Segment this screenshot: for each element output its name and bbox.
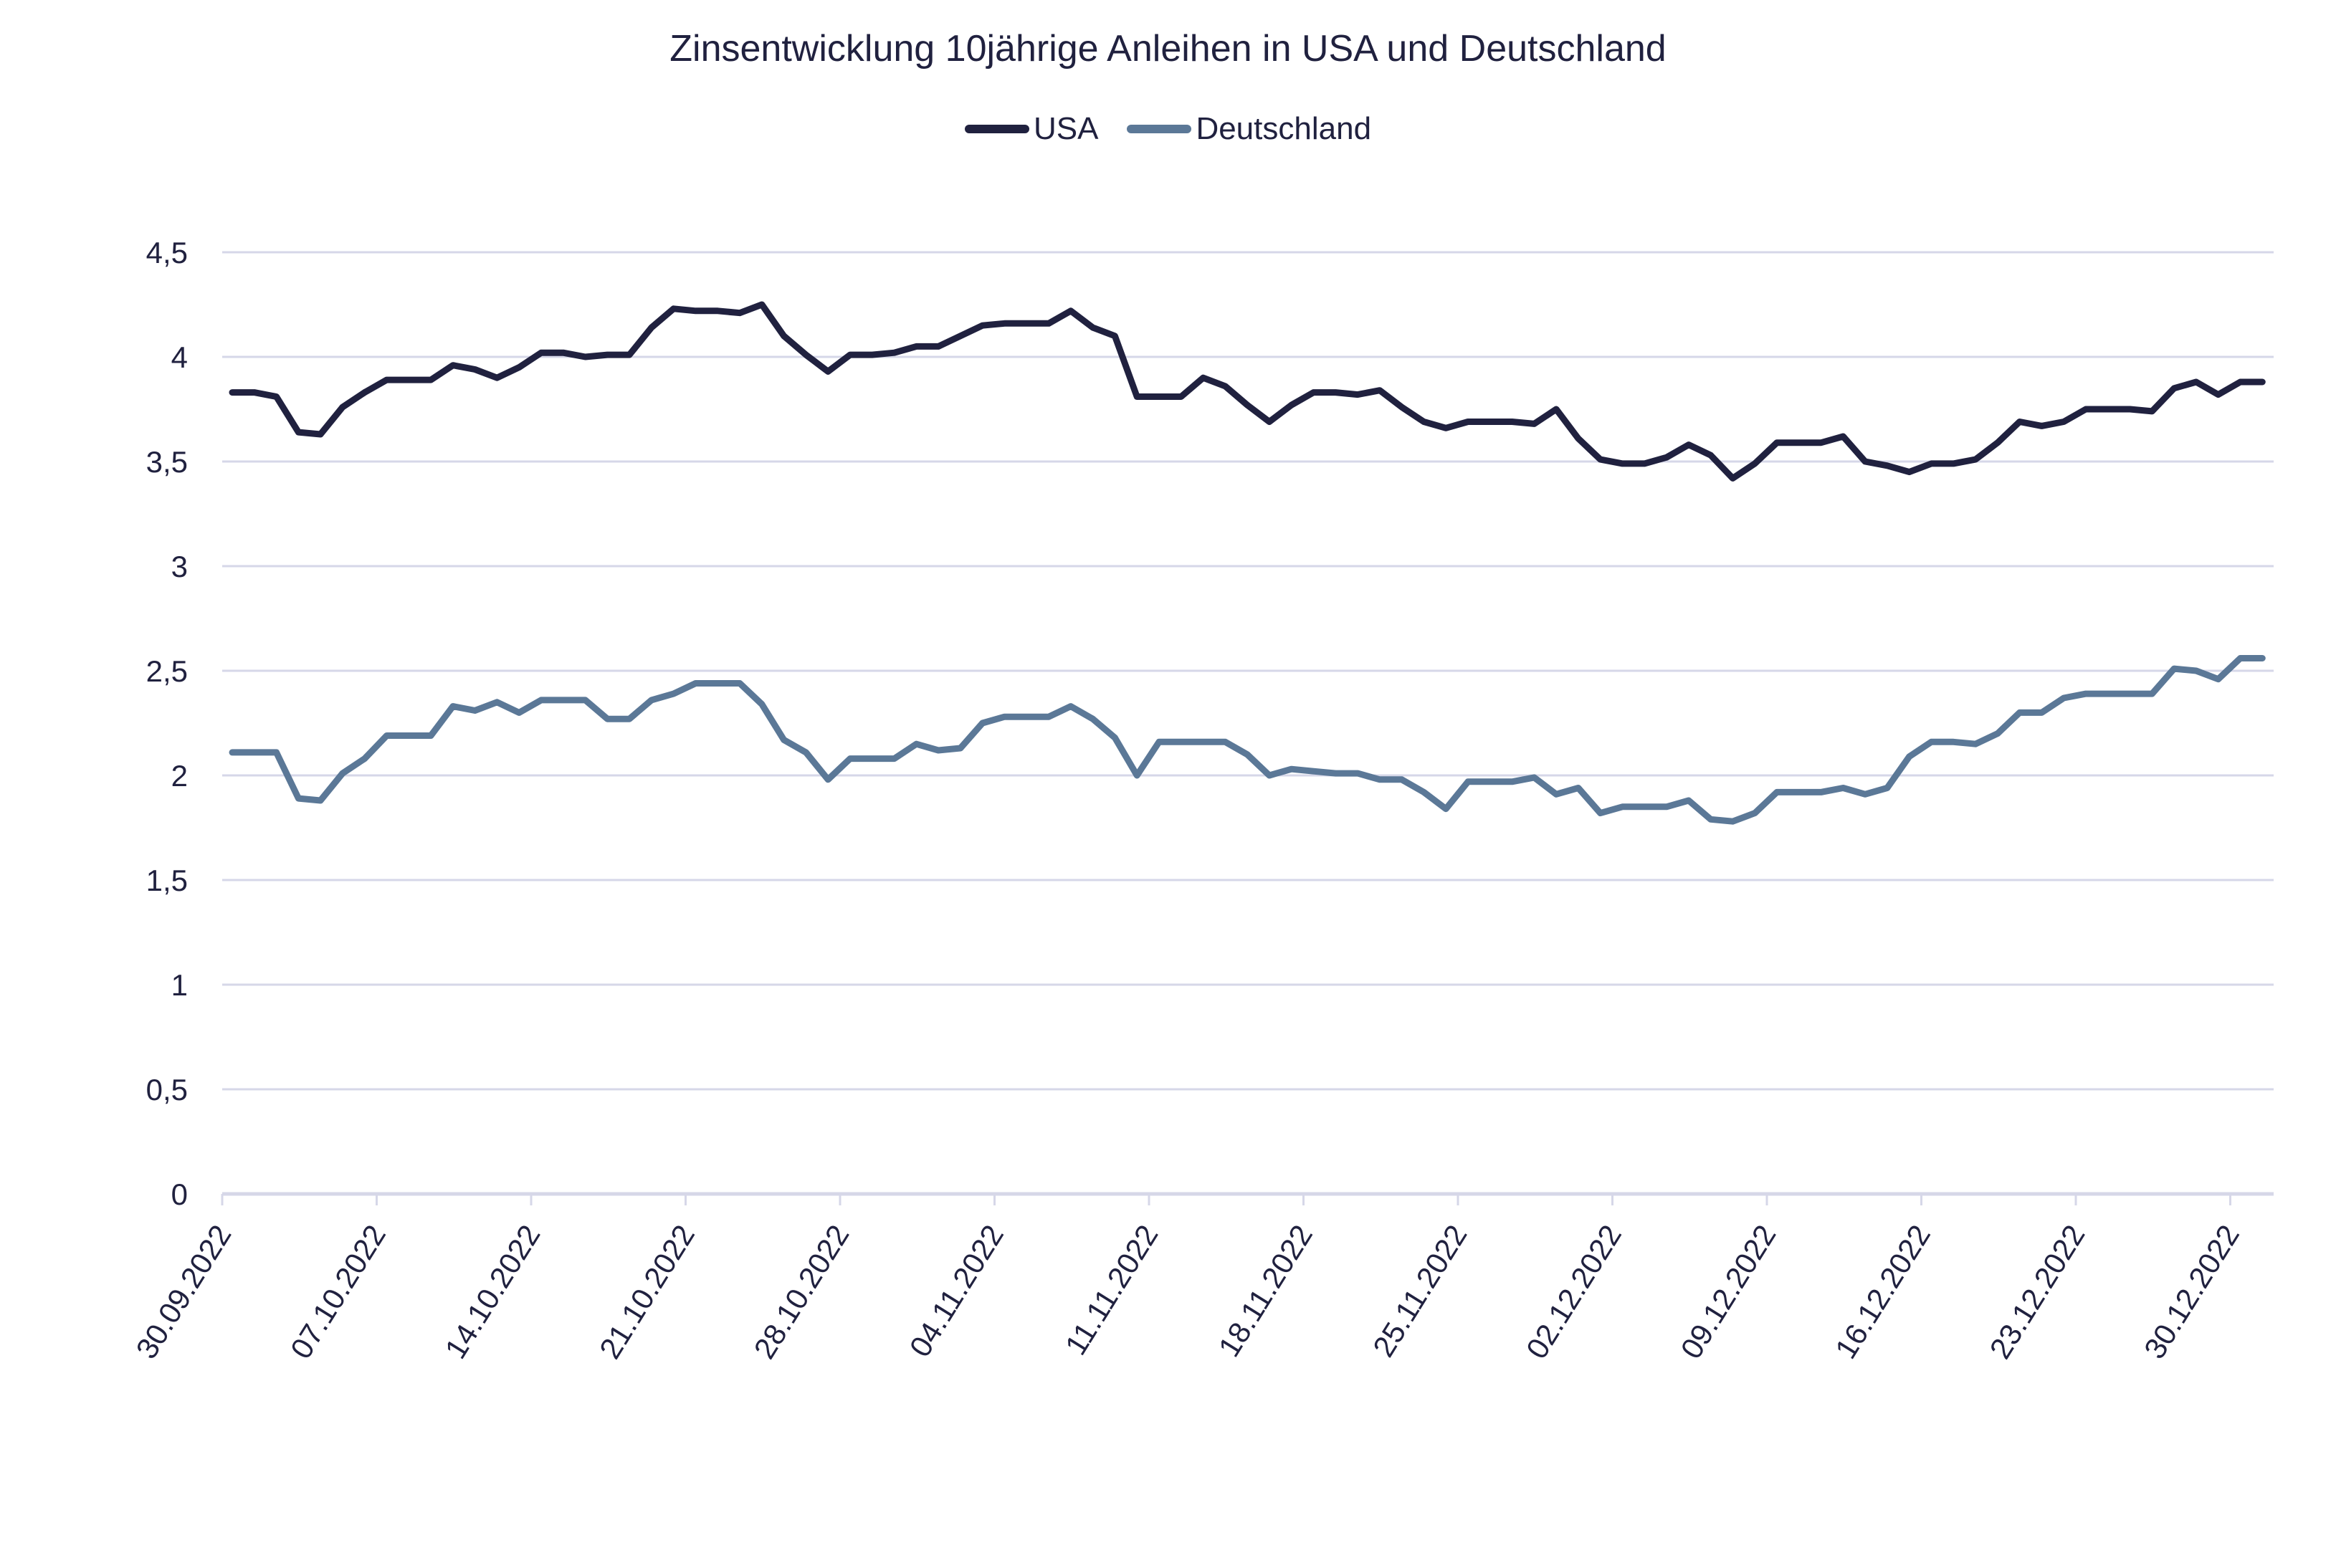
y-tick-label: 0 xyxy=(171,1177,188,1211)
x-tick-label: 02.12.2022 xyxy=(1520,1219,1628,1364)
chart-title: Zinsentwicklung 10jährige Anleihen in US… xyxy=(669,28,1667,70)
x-tick-label: 30.09.2022 xyxy=(129,1219,237,1364)
legend-item-usa: USA xyxy=(964,111,1099,147)
x-tick-label: 07.10.2022 xyxy=(284,1219,392,1364)
x-tick-label: 18.11.2022 xyxy=(1212,1219,1320,1363)
x-tick-label: 30.12.2022 xyxy=(2137,1219,2246,1364)
y-tick-label: 3 xyxy=(171,550,188,583)
y-tick-label: 2,5 xyxy=(146,654,188,688)
series-lines xyxy=(229,301,2266,825)
x-tick-label: 28.10.2022 xyxy=(747,1219,855,1364)
y-tick-label: 1 xyxy=(171,968,188,1002)
x-tick-label: 21.10.2022 xyxy=(593,1219,701,1364)
y-tick-label: 4,5 xyxy=(146,236,188,269)
x-tick-label: 04.11.2022 xyxy=(903,1219,1011,1363)
legend: USA Deutschland xyxy=(0,111,2336,147)
y-tick-label: 2 xyxy=(171,759,188,793)
x-tick-label: 25.11.2022 xyxy=(1366,1219,1474,1363)
x-tick-label: 14.10.2022 xyxy=(438,1219,546,1364)
gridlines xyxy=(222,251,2274,1196)
y-tick-label: 3,5 xyxy=(146,445,188,479)
legend-label-usa: USA xyxy=(1033,111,1099,146)
legend-swatch-deutschland-icon xyxy=(1127,125,1192,133)
y-axis-labels: 0 0,5 1 1,5 2 2,5 3 3,5 4 4,5 xyxy=(146,236,188,1211)
legend-item-deutschland: Deutschland xyxy=(1127,111,1371,147)
x-tick-label: 23.12.2022 xyxy=(1983,1219,2091,1364)
x-tick-label: 09.12.2022 xyxy=(1674,1219,1782,1364)
series-line-deutschland xyxy=(229,655,2266,825)
y-tick-label: 1,5 xyxy=(146,864,188,897)
legend-label-deutschland: Deutschland xyxy=(1196,111,1372,146)
x-tick-label: 16.12.2022 xyxy=(1829,1219,1937,1364)
legend-swatch-usa-icon xyxy=(964,125,1029,133)
series-line-usa xyxy=(229,301,2266,482)
x-tick-label: 11.11.2022 xyxy=(1059,1219,1165,1361)
x-axis-labels: 30.09.2022 07.10.2022 14.10.2022 21.10.2022… xyxy=(129,1194,2246,1364)
y-tick-label: 4 xyxy=(171,340,188,374)
y-tick-label: 0,5 xyxy=(146,1073,188,1106)
